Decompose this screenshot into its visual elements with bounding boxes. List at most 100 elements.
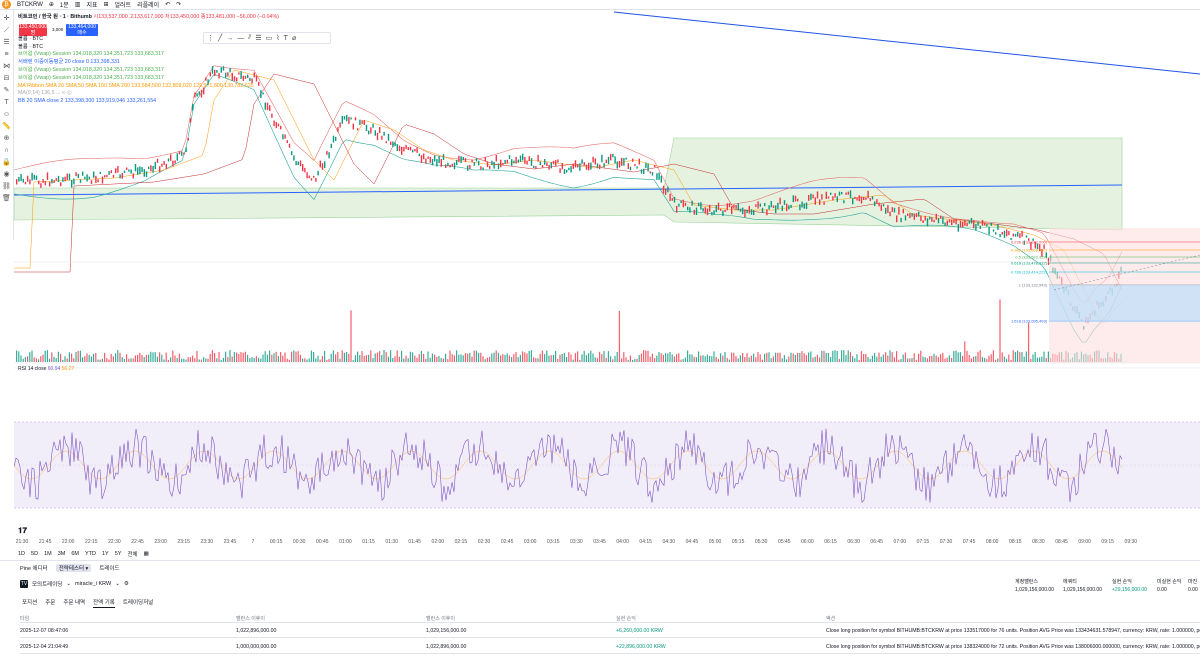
column-header[interactable]: 밸런스 이후이 xyxy=(426,616,455,622)
projection-icon[interactable]: ⊟ xyxy=(3,75,10,82)
candle xyxy=(579,163,581,171)
legend-misc[interactable]: MA(9,14) 136,5 ... ∞ ◎ xyxy=(18,90,72,97)
volume-bar xyxy=(236,352,238,362)
time-axis[interactable]: 21:30 21:45 22:00 22:15 22:30 22:45 23:00 23:15… xyxy=(14,538,1200,548)
legend-bb[interactable]: BB 20 SMA close 2 133,398,300 133,919,04… xyxy=(18,98,157,105)
candle xyxy=(167,158,170,162)
candle xyxy=(1017,231,1019,237)
range-button[interactable]: 전체 xyxy=(127,552,138,558)
table-row[interactable]: 2025-12-04 21:04:49 1,000,000,000.00 1,022… xyxy=(20,641,1200,654)
volume-bar xyxy=(605,357,607,362)
range-button[interactable]: 1Y xyxy=(101,551,109,557)
range-button[interactable]: 5Y xyxy=(114,551,122,557)
column-header[interactable]: 액션 xyxy=(826,616,836,622)
range-button[interactable]: 6M xyxy=(71,551,79,557)
volume-bar xyxy=(112,356,114,362)
price-chart[interactable]: 0.236 (133,922,000) 0.382 (133,698,000) 0.… xyxy=(14,10,1200,538)
brush-icon[interactable]: ✎ xyxy=(3,87,10,94)
chart-type-icon[interactable]: ▥ xyxy=(74,2,81,8)
account-subtab[interactable]: 포지션 xyxy=(22,600,38,606)
legend-bb-ma[interactable]: 서배렌 이중이동평균 20 close 0 133,398,331 xyxy=(18,59,120,66)
panel-tab[interactable]: 전략테스터 ▾ xyxy=(55,564,92,572)
broker-name[interactable]: 모의트레이딩 xyxy=(32,582,63,588)
undo-icon[interactable]: ↶ xyxy=(165,2,171,8)
brush-tool-icon[interactable]: ⌀ xyxy=(291,35,297,42)
time-tick-label: 09:00 xyxy=(1078,539,1091,545)
account-name[interactable]: miracle_i KRW xyxy=(74,581,112,587)
hline-icon[interactable]: ☰ xyxy=(3,39,10,46)
volume-bar xyxy=(205,358,207,362)
compare-button[interactable]: ⊕ xyxy=(48,2,54,8)
rect-tool-icon[interactable]: ▭ xyxy=(265,35,273,42)
lock-icon[interactable]: 🔒 xyxy=(2,159,11,166)
path-tool-icon[interactable]: ⌇ xyxy=(276,35,280,42)
settings-icon[interactable]: ⚙ xyxy=(123,581,129,587)
range-button[interactable]: 3M xyxy=(57,551,66,557)
legend-vwap-2[interactable]: 브이왑 (Vwap) Session 134,018,320 134,351,7… xyxy=(18,66,164,73)
rsi-legend[interactable]: RSI 14 close 60.94 56.27 xyxy=(18,366,75,372)
drag-handle-icon[interactable]: ⋮ xyxy=(207,35,214,42)
eye-icon[interactable]: ◉ xyxy=(3,171,10,178)
legend-ma-ribbon[interactable]: MA Ribbon SMA 20 SMA 50 SMA 100 SMA 200 … xyxy=(18,82,254,89)
alert-button[interactable]: 얼러트 xyxy=(114,3,132,9)
channel-tool-icon[interactable]: ⫽ xyxy=(248,34,252,41)
indicators-button[interactable]: 지표 xyxy=(86,3,98,9)
sell-button[interactable]: 133,450,000 팜 xyxy=(19,24,47,36)
line-tool-icon[interactable]: ╱ xyxy=(218,35,223,42)
text-icon[interactable]: T xyxy=(4,99,9,106)
panel-tab[interactable]: 트레이드 xyxy=(99,566,120,572)
column-header[interactable]: 실현 손익 xyxy=(616,616,636,622)
volume-bar xyxy=(273,353,275,362)
redo-icon[interactable]: ↷ xyxy=(176,2,182,8)
legend-vwap-1[interactable]: 브이왑 (Vwap) Session 134,018,320 134,351,7… xyxy=(18,51,164,58)
trendline-icon[interactable]: ⟋ xyxy=(4,27,9,34)
fib-level-label: 0.786 (133,414,222) xyxy=(1011,270,1048,275)
text-tool-icon[interactable]: T xyxy=(283,34,288,42)
range-button[interactable]: YTD xyxy=(84,551,96,557)
buy-button[interactable]: 133,464,000 매수 xyxy=(66,24,98,36)
legend-volume[interactable]: 볼륨 · BTC xyxy=(18,35,44,42)
time-tick-label: 04:00 xyxy=(616,539,629,545)
range-button[interactable]: 1M xyxy=(44,551,52,557)
volume-bar xyxy=(849,352,851,362)
fib-tool-icon[interactable]: ☰ xyxy=(255,35,262,42)
fib-icon[interactable]: ≡ xyxy=(4,51,9,58)
column-header[interactable]: 타임 xyxy=(20,616,30,622)
panel-tab[interactable]: Pine 에디터 xyxy=(20,566,48,572)
chevron-down-icon[interactable]: ⌄ xyxy=(115,581,120,587)
link-icon[interactable]: ⛓ xyxy=(2,183,11,190)
candle xyxy=(981,219,984,226)
chevron-down-icon[interactable]: ⌄ xyxy=(66,581,71,587)
account-subtab[interactable]: 트레이딩저널 xyxy=(122,600,154,606)
hline-tool-icon[interactable]: — xyxy=(237,34,245,42)
calendar-icon[interactable]: ▦ xyxy=(143,551,149,557)
replay-button[interactable]: 리플레이 xyxy=(137,3,160,9)
range-button[interactable]: 5D xyxy=(31,551,39,557)
broker-selector[interactable]: TV 모의트레이딩 ⌄ miracle_i KRW ⌄ ⚙ xyxy=(20,580,129,588)
candle xyxy=(830,192,832,195)
column-header[interactable]: 밸런스 이후이 xyxy=(236,616,265,622)
crosshair-icon[interactable]: ✛ xyxy=(3,15,10,22)
legend-vwap-3[interactable]: 브이왑 (Vwap) Session 134,018,320 134,351,7… xyxy=(18,74,164,81)
interval-button[interactable]: 1분 xyxy=(59,3,69,9)
templates-icon[interactable]: ⊞ xyxy=(103,2,109,8)
emoji-icon[interactable]: ☺ xyxy=(2,111,11,118)
range-button[interactable]: 1D xyxy=(18,551,26,557)
volume-bar xyxy=(339,358,341,362)
trash-icon[interactable]: 🗑 xyxy=(2,195,11,202)
volume-bar xyxy=(975,355,977,362)
legend-volume-2[interactable]: 볼륨 · BTC xyxy=(18,43,44,50)
zoom-icon[interactable]: ⊕ xyxy=(3,135,10,142)
account-subtab[interactable]: 주문 xyxy=(45,600,56,606)
magnet-icon[interactable]: ∩ xyxy=(3,147,10,154)
account-subtab[interactable]: 잔액 기록 xyxy=(93,600,115,608)
pattern-icon[interactable]: ⋈ xyxy=(3,63,10,70)
legend-title[interactable]: 비트코인 / 한국 원 · 1 · Bithumb 시133,537,000 고… xyxy=(18,14,279,20)
ray-tool-icon[interactable]: → xyxy=(226,34,234,42)
symbol-search[interactable]: BTCKRW xyxy=(17,1,43,8)
table-row[interactable]: 2025-12-07 08:47:06 1,022,896,000.00 1,029… xyxy=(20,625,1200,638)
candle xyxy=(748,205,750,214)
account-subtab[interactable]: 주문 내역 xyxy=(63,600,86,606)
candle xyxy=(137,167,139,175)
ruler-icon[interactable]: 📏 xyxy=(2,123,11,130)
